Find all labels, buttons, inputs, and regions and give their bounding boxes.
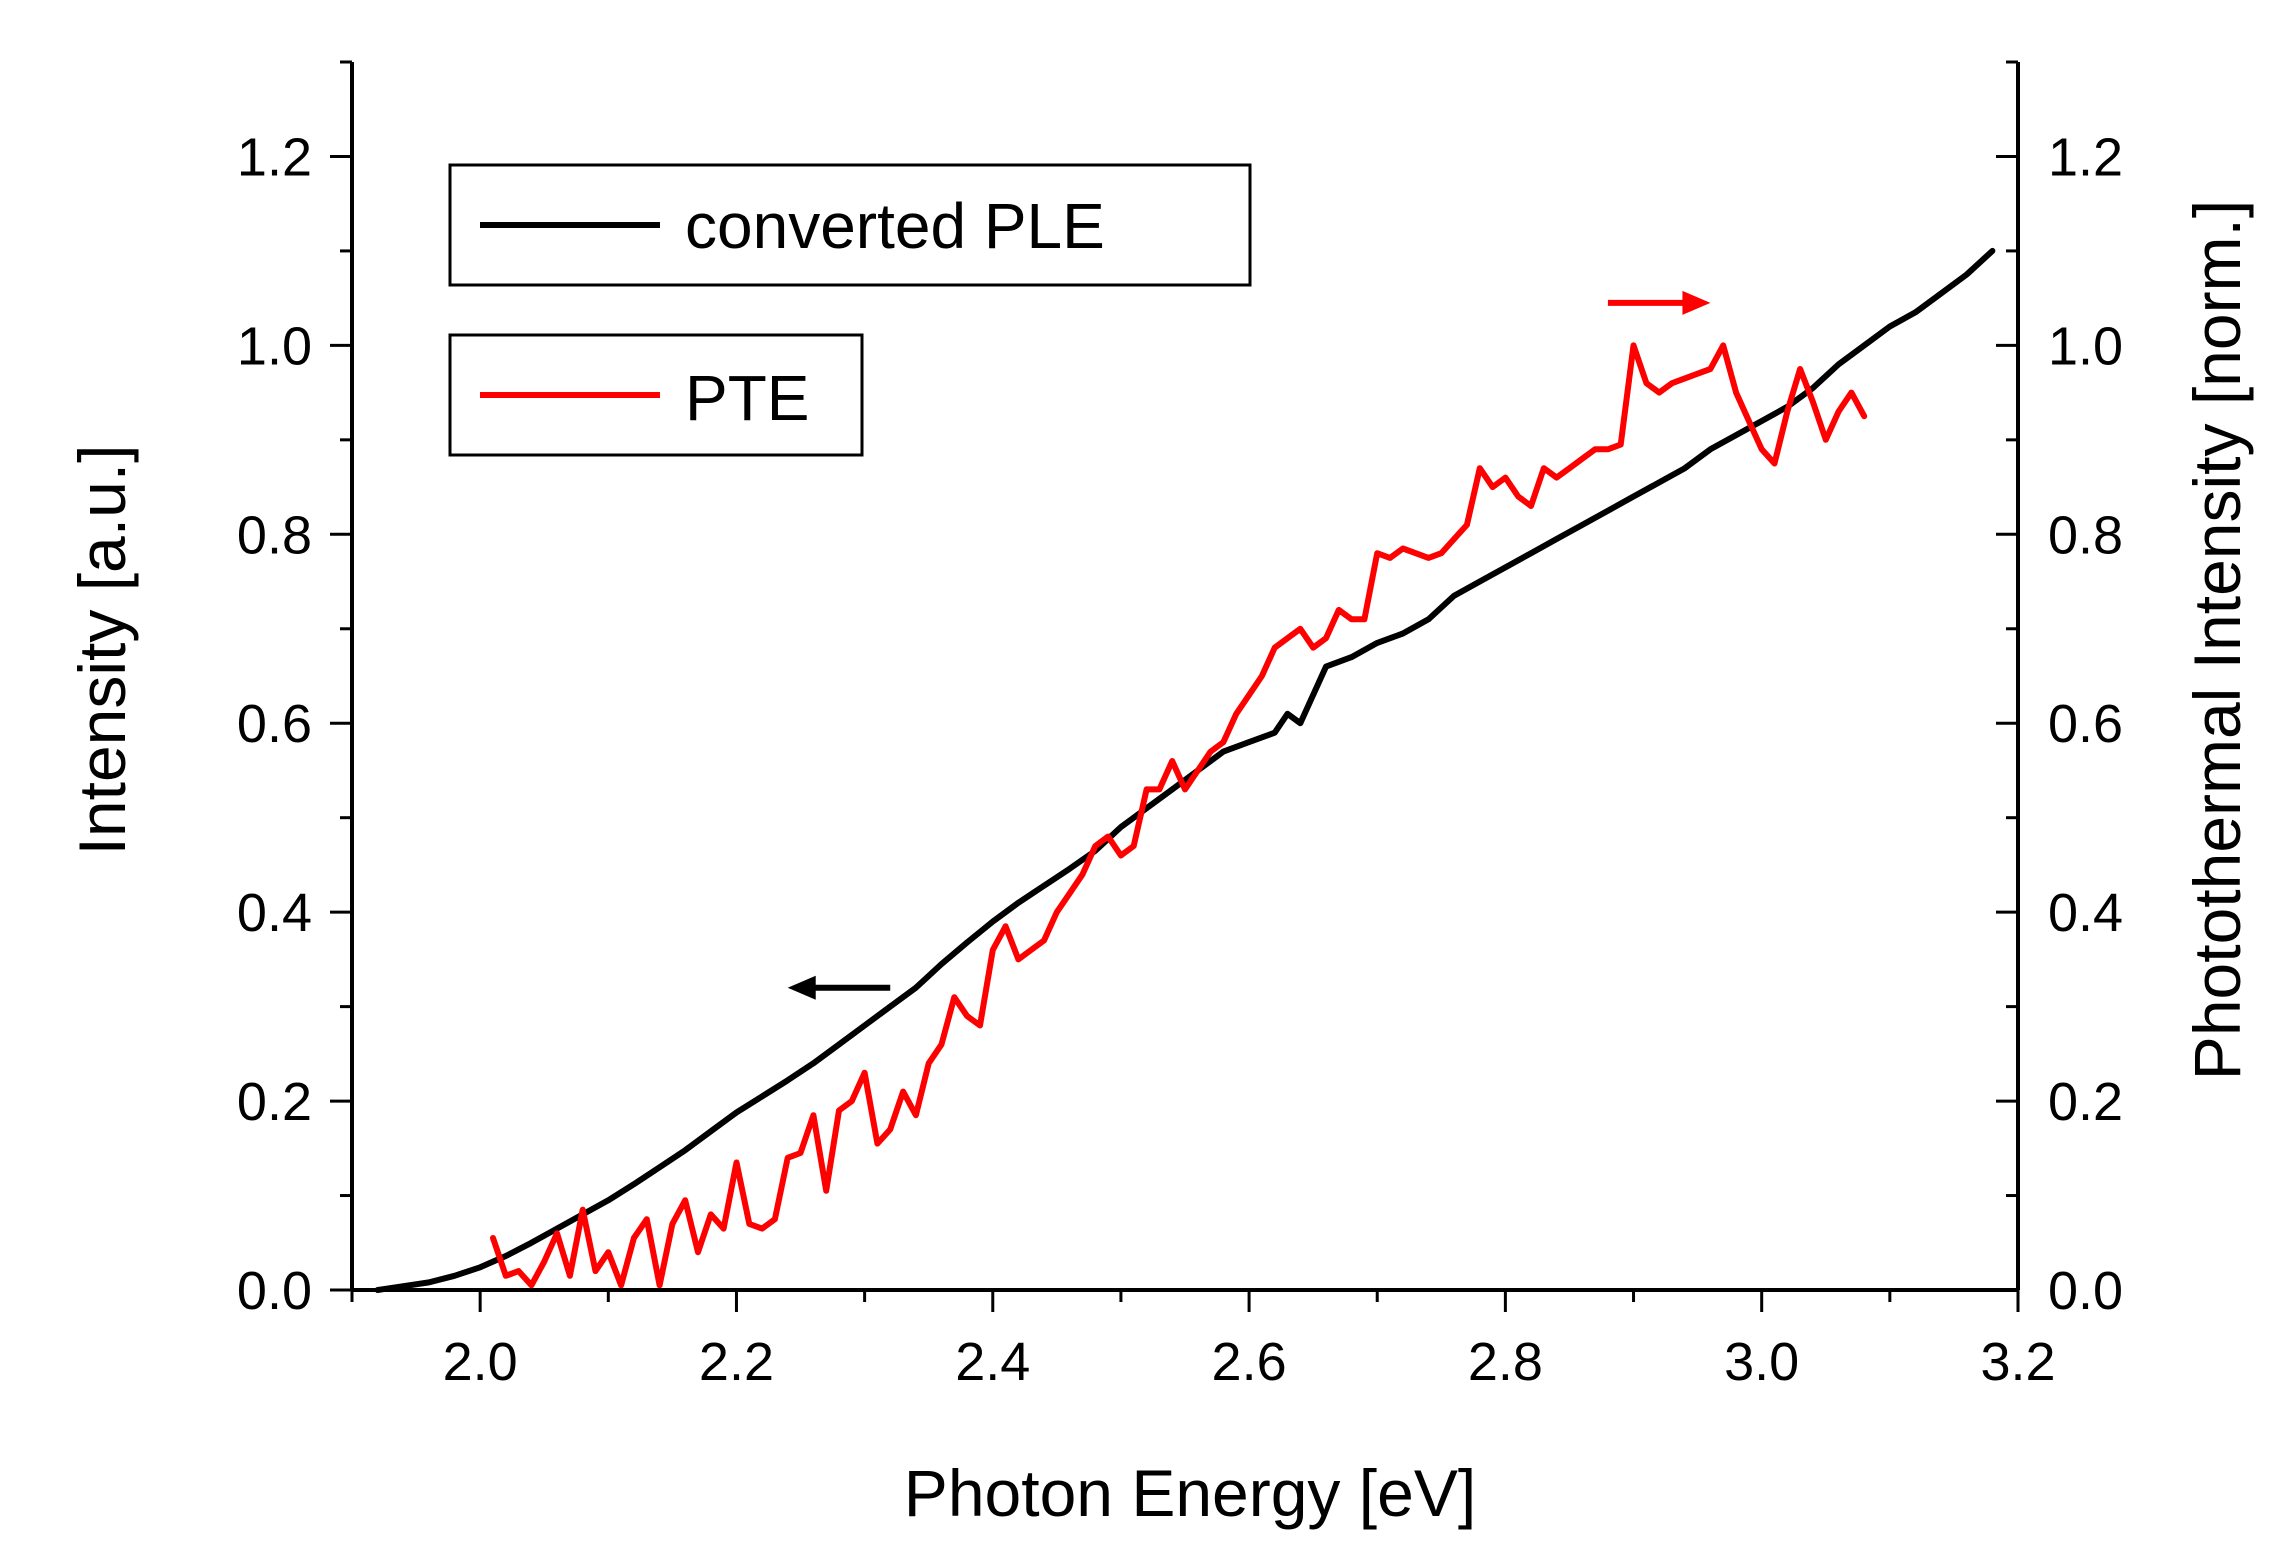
x-tick-label: 2.0: [443, 1332, 518, 1392]
x-axis-title: Photon Energy [eV]: [904, 1456, 1476, 1530]
series-line-pte: [490, 342, 1868, 1289]
y-left-tick-label: 0.8: [237, 505, 312, 565]
x-tick-label: 2.4: [955, 1332, 1030, 1392]
y-left-tick-label: 0.0: [237, 1261, 312, 1321]
y-left-tick-label: 1.2: [237, 127, 312, 187]
x-tick-label: 3.0: [1724, 1332, 1799, 1392]
y-right-tick-label: 1.0: [2048, 316, 2123, 376]
tick-layer: 2.0 2.2 2.4 2.6 2.8 3.0 3.2 0.0 0.2 0.4 0.6 0.8 1.0 1…: [237, 60, 2123, 1392]
annotation-layer: [787, 290, 1711, 1000]
axes-layer: [350, 62, 2020, 1292]
y-left-tick-label: 0.6: [237, 694, 312, 754]
y-right-tick-label: 0.2: [2048, 1072, 2123, 1132]
legend-label-pte: PTE: [685, 362, 809, 434]
x-tick-label: 2.6: [1212, 1332, 1287, 1392]
y-axis-title-left: Intensity [a.u.]: [65, 445, 139, 856]
legend-label-ple: converted PLE: [685, 190, 1105, 262]
legend: converted PLE PTE: [448, 163, 1252, 457]
x-tick-label: 2.2: [699, 1332, 774, 1392]
x-tick-label: 2.8: [1468, 1332, 1543, 1392]
y-left-tick-label: 0.4: [237, 883, 312, 943]
y-left-tick-label: 1.0: [237, 316, 312, 376]
y-right-tick-label: 0.6: [2048, 694, 2123, 754]
y-right-tick-label: 0.8: [2048, 505, 2123, 565]
arrow-left-annotation-head: [787, 975, 816, 1000]
series-layer: [374, 247, 1996, 1293]
y-right-tick-label: 0.0: [2048, 1261, 2123, 1321]
y-right-tick-label: 1.2: [2048, 127, 2123, 187]
y-left-tick-label: 0.2: [237, 1072, 312, 1132]
y-axis-title-right: Photothermal Intensity [norm.]: [2180, 200, 2254, 1080]
arrow-right-annotation-head: [1682, 290, 1711, 315]
y-right-tick-label: 0.4: [2048, 883, 2123, 943]
x-tick-label: 3.2: [1980, 1332, 2055, 1392]
